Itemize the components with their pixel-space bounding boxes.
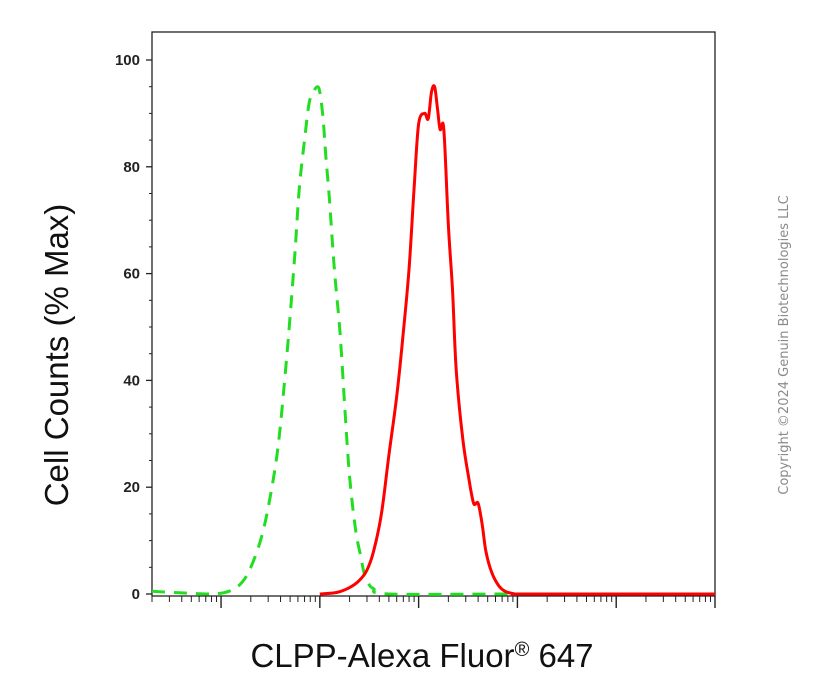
x-axis-title-registered-mark: ®	[515, 639, 530, 661]
x-axis-title-suffix: 647	[529, 637, 593, 674]
y-tick-label: 100	[115, 52, 140, 69]
copyright-watermark: Copyright ©2024 Genuin Biotechnologies L…	[777, 195, 792, 494]
series-solid-curve	[319, 84, 715, 596]
y-tick-label: 0	[132, 586, 140, 603]
y-tick-label: 80	[123, 159, 140, 176]
y-axis-title: Cell Counts (% Max)	[38, 204, 75, 507]
plot-frame	[151, 31, 716, 597]
x-axis-ticks	[151, 596, 716, 608]
series-layer	[151, 84, 715, 596]
y-tick-label: 20	[123, 479, 140, 496]
x-axis-title-main: CLPP-Alexa Fluor	[250, 637, 514, 674]
x-axis-title: CLPP-Alexa Fluor® 647	[250, 637, 593, 674]
y-tick-label: 40	[123, 372, 140, 389]
y-axis-ticks: 0 20 40 60 80 100	[115, 52, 152, 603]
series-dashed-curve	[151, 85, 715, 596]
y-tick-label: 60	[123, 266, 140, 283]
